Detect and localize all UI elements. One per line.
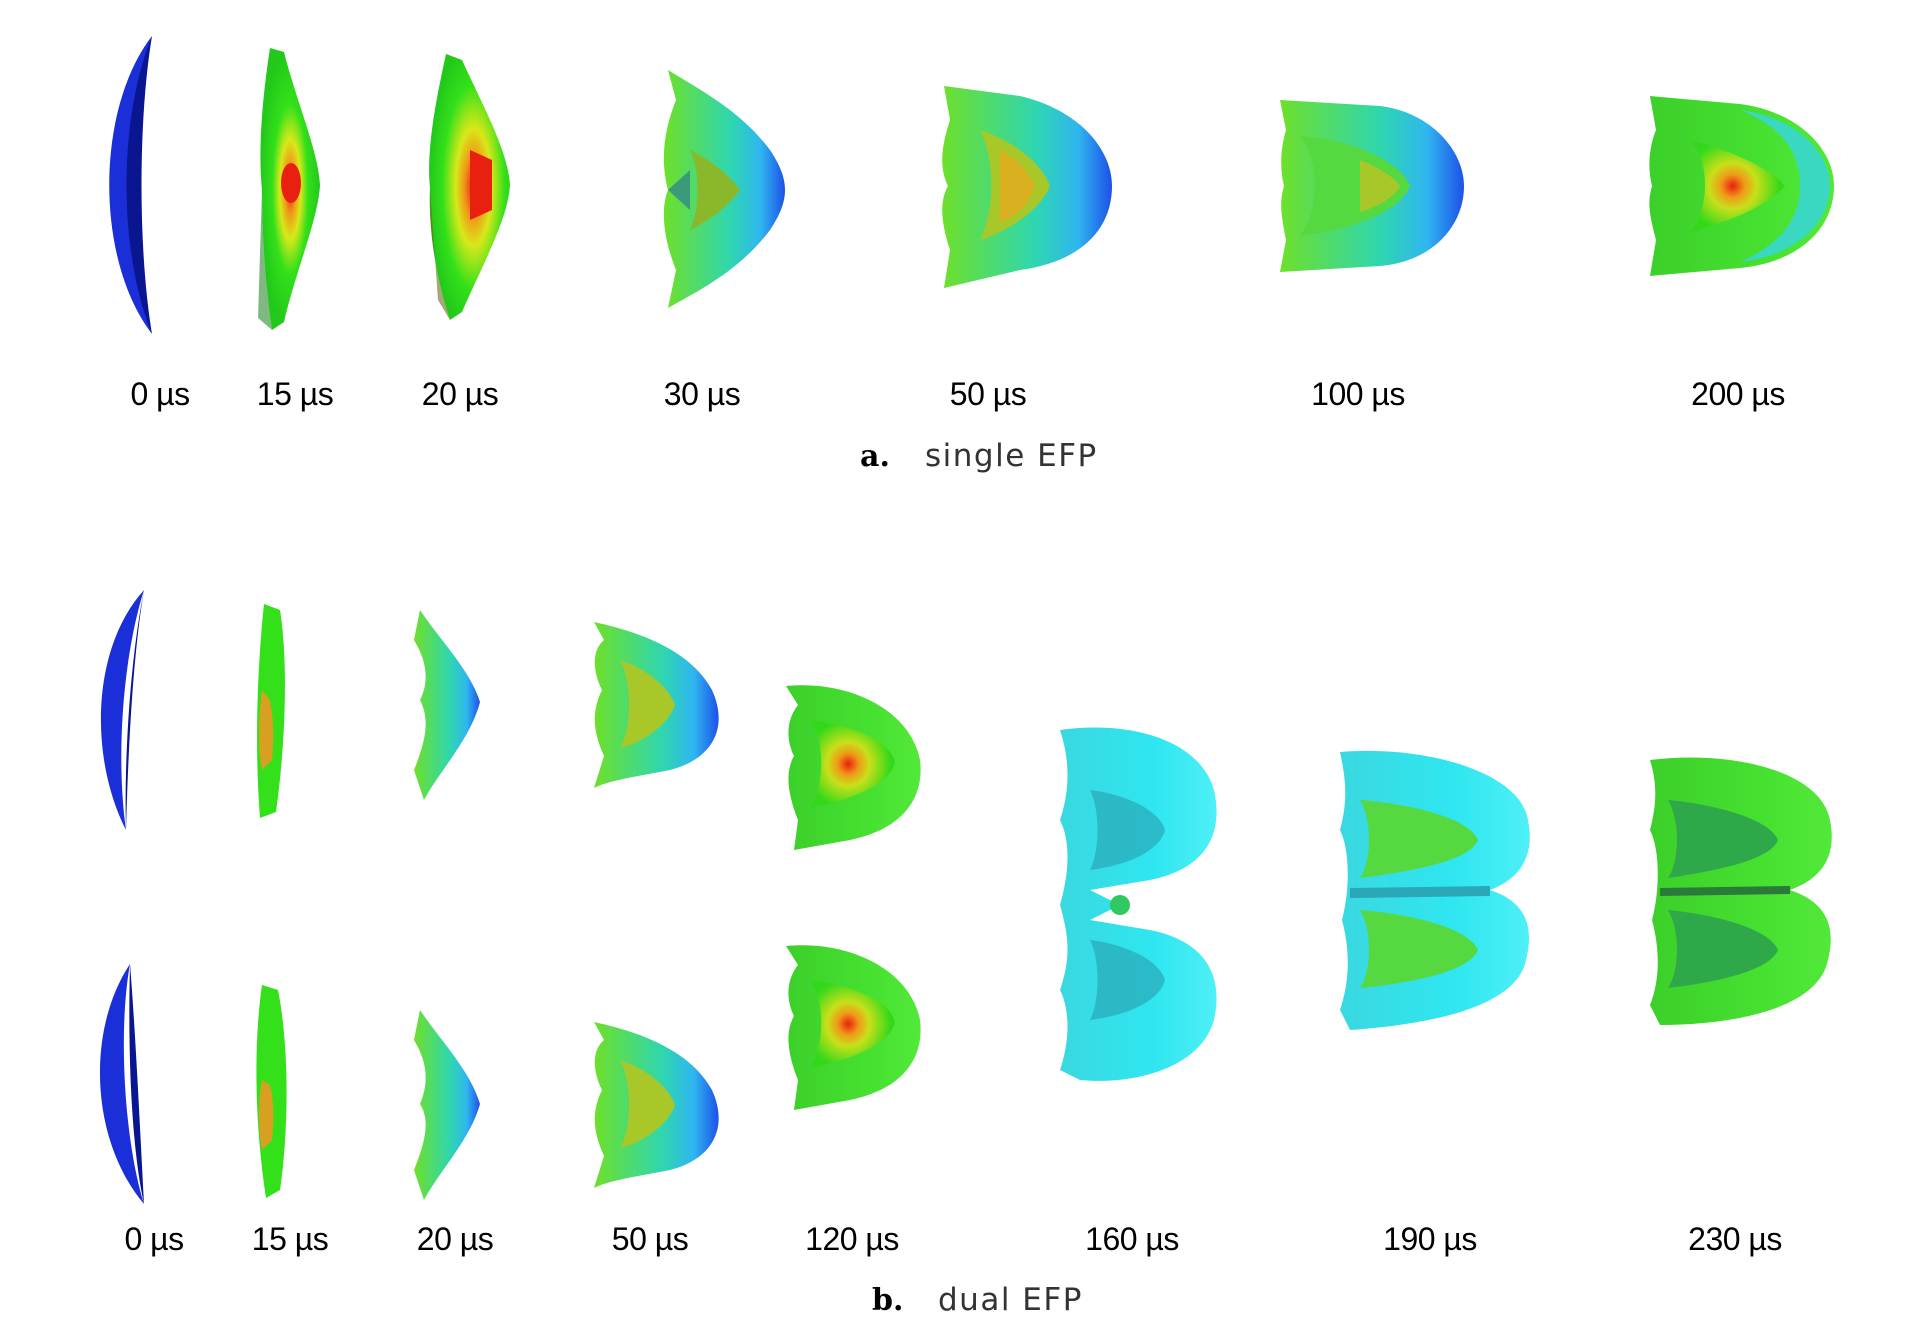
time-label: 15 µs — [252, 1221, 328, 1257]
time-label: 160 µs — [1085, 1221, 1179, 1257]
time-label: 15 µs — [257, 376, 333, 412]
time-label: 120 µs — [805, 1221, 899, 1257]
efp-b-20us — [414, 610, 480, 1200]
panel-a: 0 µs 15 µs 20 µs 30 µs 50 µs 100 µs 200 … — [109, 36, 1834, 474]
panel-b-time-labels: 0 µs 15 µs 20 µs 50 µs 120 µs 160 µs 190… — [124, 1221, 1782, 1257]
efp-b-120us — [786, 685, 921, 1110]
panel-b: 0 µs 15 µs 20 µs 50 µs 120 µs 160 µs 190… — [99, 590, 1832, 1318]
efp-a-20us — [429, 54, 510, 320]
time-label: 30 µs — [664, 376, 740, 412]
caption-letter: b. — [872, 1283, 903, 1318]
time-label: 200 µs — [1691, 376, 1785, 412]
efp-b-50us — [594, 622, 719, 1188]
efp-b-190us — [1340, 750, 1530, 1030]
time-label: 0 µs — [130, 376, 189, 412]
efp-a-200us — [1649, 96, 1834, 276]
panel-a-time-labels: 0 µs 15 µs 20 µs 30 µs 50 µs 100 µs 200 … — [130, 376, 1785, 412]
caption-title: single EFP — [925, 438, 1098, 474]
caption-letter: a. — [860, 439, 890, 474]
caption-title: dual EFP — [938, 1282, 1083, 1318]
efp-b-230us — [1650, 757, 1832, 1025]
panel-b-caption: b. dual EFP — [872, 1282, 1083, 1318]
time-label: 190 µs — [1383, 1221, 1477, 1257]
time-label: 0 µs — [124, 1221, 183, 1257]
efp-a-50us — [942, 86, 1112, 288]
efp-a-100us — [1280, 100, 1464, 272]
panel-a-caption: a. single EFP — [860, 438, 1098, 474]
efp-b-0us — [99, 590, 144, 1204]
efp-b-160us — [1060, 727, 1217, 1081]
time-label: 230 µs — [1688, 1221, 1782, 1257]
efp-a-0us — [109, 36, 152, 334]
time-label: 50 µs — [950, 376, 1026, 412]
efp-b-15us — [256, 604, 287, 1198]
time-label: 20 µs — [417, 1221, 493, 1257]
efp-a-30us — [663, 70, 785, 308]
time-label: 20 µs — [422, 376, 498, 412]
time-label: 50 µs — [612, 1221, 688, 1257]
time-label: 100 µs — [1311, 376, 1405, 412]
efp-a-15us — [258, 48, 320, 330]
